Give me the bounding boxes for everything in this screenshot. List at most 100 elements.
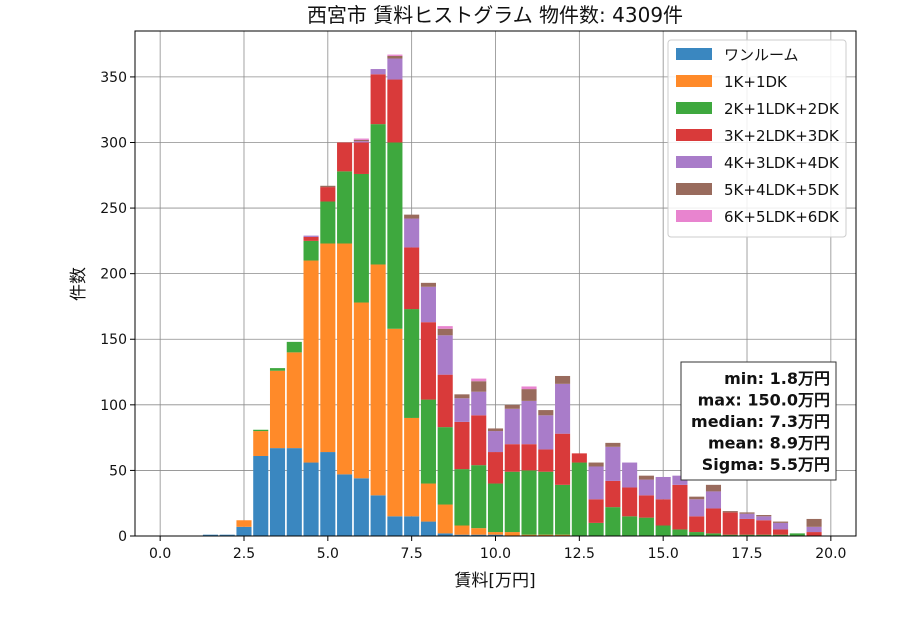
legend-swatch — [676, 129, 712, 141]
bar-segment — [454, 534, 470, 536]
bar-segment — [454, 394, 470, 399]
bar-segment — [689, 496, 705, 500]
bar-segment — [353, 138, 369, 140]
bar-segment — [253, 431, 269, 456]
legend-swatch — [676, 48, 712, 60]
bar-segment — [471, 378, 487, 382]
bar-segment — [638, 475, 654, 480]
bar-segment — [219, 534, 235, 536]
bar-segment — [454, 421, 470, 470]
bar-segment — [487, 532, 504, 535]
bar-segment — [437, 326, 453, 329]
bar-segment — [420, 322, 436, 400]
bar-segment — [437, 504, 453, 534]
bar-segment — [303, 260, 319, 463]
bar-segment — [605, 480, 621, 508]
bar-segment — [387, 142, 403, 329]
bar-segment — [286, 448, 302, 536]
legend-swatch — [676, 102, 712, 114]
legend-label: 5K+4LDK+5DK — [724, 181, 840, 199]
x-tick-label: 12.5 — [564, 546, 595, 562]
bar-segment — [521, 389, 537, 401]
bar-segment — [555, 383, 571, 434]
y-tick-label: 350 — [100, 70, 127, 86]
bar-segment — [622, 487, 638, 517]
bar-segment — [588, 499, 604, 523]
bar-segment — [555, 484, 571, 535]
bar-segment — [370, 264, 386, 496]
bar-segment — [756, 520, 772, 535]
legend-label: 3K+2LDK+3DK — [724, 127, 840, 145]
bar-segment — [487, 534, 504, 536]
y-tick-label: 200 — [100, 267, 127, 283]
bar-segment — [404, 218, 420, 248]
bar-segment — [689, 499, 705, 517]
bar-segment — [320, 187, 336, 202]
bar-segment — [722, 534, 738, 536]
bar-segment — [756, 516, 772, 521]
legend-swatch — [676, 210, 712, 222]
bar-segment — [370, 74, 386, 125]
bar-segment — [269, 448, 286, 536]
bar-segment — [638, 479, 654, 496]
x-tick-label: 10.0 — [480, 546, 511, 562]
legend-label: 1K+1DK — [724, 73, 788, 91]
bar-segment — [555, 534, 571, 536]
bar-segment — [387, 55, 403, 59]
legend-swatch — [676, 183, 712, 195]
x-tick-label: 17.5 — [731, 546, 762, 562]
bar-segment — [504, 444, 520, 472]
bar-segment — [269, 370, 286, 449]
bar-segment — [538, 410, 554, 416]
legend: ワンルーム 1K+1DK 2K+1LDK+2DK 3K+2LDK+3DK 4K+3LDK… — [667, 39, 847, 238]
bar-segment — [387, 54, 403, 56]
bar-segment — [773, 529, 789, 535]
legend-swatch — [676, 156, 712, 168]
bar-segment — [269, 368, 286, 371]
bar-segment — [504, 532, 520, 536]
bar-segment — [404, 417, 420, 517]
bar-segment — [404, 214, 420, 219]
bar-segment — [303, 235, 319, 237]
bar-segment — [487, 483, 504, 533]
chart-title: 西宮市 賃料ヒストグラム 物件数: 4309件 — [307, 3, 683, 27]
x-tick-label: 0.0 — [149, 546, 171, 562]
bar-segment — [487, 428, 504, 432]
stats-line: median: 7.3万円 — [691, 412, 830, 431]
bar-segment — [320, 185, 336, 188]
bar-segment — [320, 243, 336, 453]
bar-segment — [353, 142, 369, 174]
bar-segment — [487, 452, 504, 484]
stats-line: max: 150.0万円 — [698, 391, 830, 410]
bar-segment — [320, 452, 336, 536]
y-tick-label: 50 — [109, 463, 127, 479]
bar-segment — [353, 173, 369, 303]
bar-segment — [320, 201, 336, 244]
bar-segment — [571, 462, 587, 536]
bar-segment — [454, 469, 470, 526]
bar-segment — [655, 476, 671, 500]
bar-segment — [387, 516, 403, 536]
bar-segment — [588, 466, 604, 500]
bar-segment — [471, 534, 487, 536]
y-tick-label: 300 — [100, 135, 127, 151]
legend-label: 4K+3LDK+4DK — [724, 154, 840, 172]
bar-segment — [571, 453, 587, 463]
stats-line: mean: 8.9万円 — [708, 434, 830, 453]
bar-segment — [739, 512, 755, 514]
bar-segment — [437, 328, 453, 336]
bar-segment — [454, 525, 470, 535]
bar-segment — [672, 475, 688, 485]
y-tick-label: 250 — [100, 201, 127, 217]
bar-segment — [337, 142, 353, 172]
bar-segment — [303, 240, 319, 261]
bar-segment — [454, 398, 470, 422]
bar-segment — [538, 471, 554, 535]
bar-segment — [420, 286, 436, 323]
bar-segment — [521, 386, 537, 390]
bar-segment — [773, 522, 789, 530]
x-tick-label: 15.0 — [648, 546, 679, 562]
bar-segment — [337, 171, 353, 244]
bar-segment — [638, 517, 654, 536]
